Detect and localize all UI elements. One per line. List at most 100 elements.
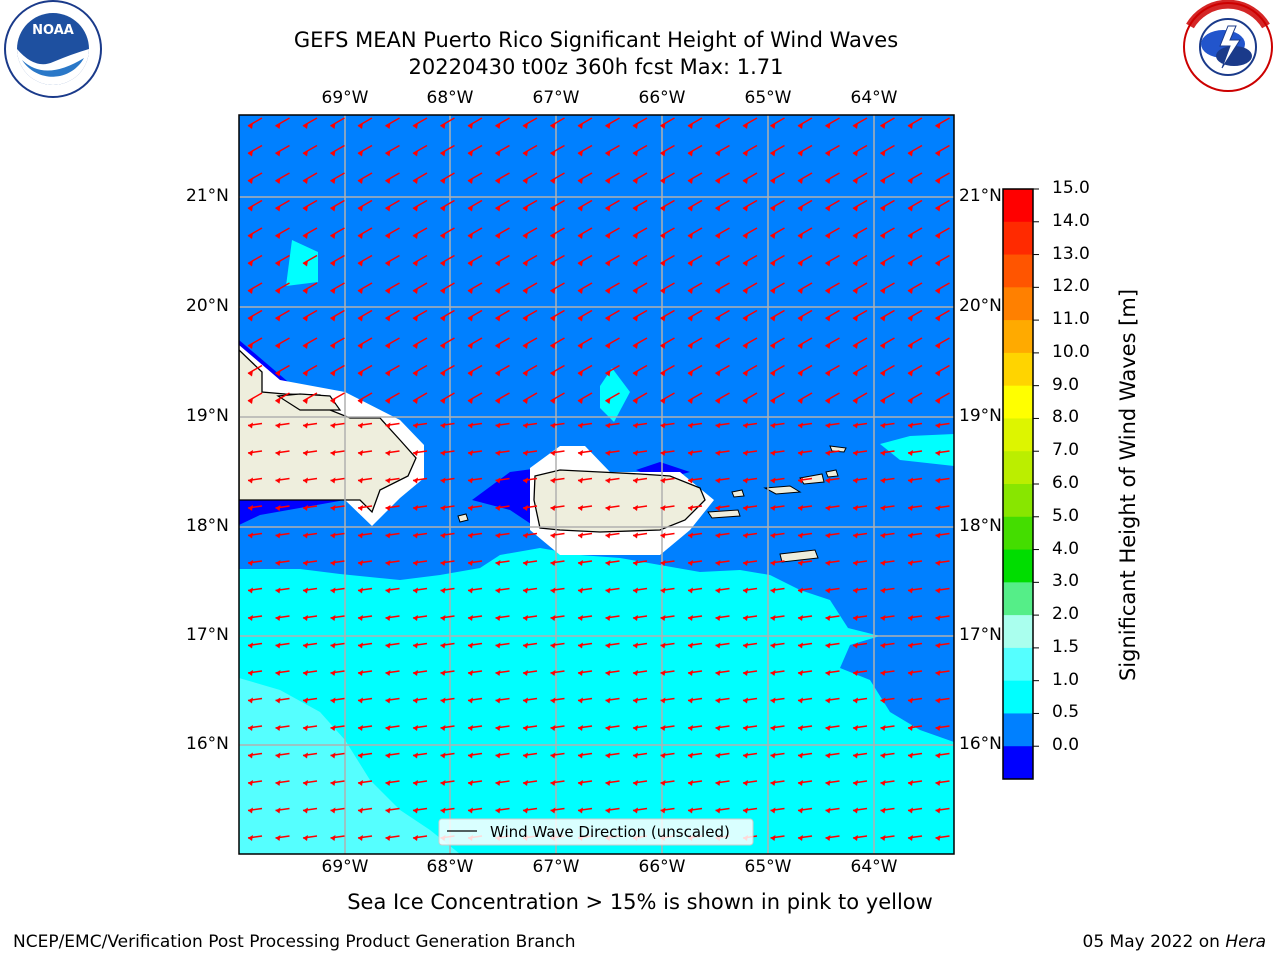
- wind-arrow: [935, 199, 950, 212]
- land-tortuga: [276, 393, 342, 411]
- wind-arrow: [935, 807, 950, 814]
- wind-arrow: [275, 172, 290, 184]
- wind-arrow: [550, 450, 565, 456]
- wind-arrow: [687, 560, 703, 566]
- lon-label-top: 65°W: [744, 88, 792, 108]
- wind-arrow: [715, 587, 730, 594]
- wind-arrow: [770, 172, 785, 184]
- lat-label-left: 16°N: [186, 734, 229, 754]
- wind-arrow: [770, 560, 785, 566]
- wind-arrow: [440, 144, 455, 157]
- wind-arrow: [880, 117, 895, 129]
- wave-patch-east: [880, 434, 954, 466]
- lat-label-right: 20°N: [959, 296, 1002, 316]
- colorbar-tick-label: 15.0: [1052, 178, 1090, 198]
- wind-arrow: [467, 144, 483, 157]
- wind-arrow: [935, 835, 950, 841]
- footer-note: Sea Ice Concentration > 15% is shown in …: [347, 890, 933, 914]
- wind-arrow: [440, 725, 455, 731]
- wind-arrow: [247, 282, 263, 294]
- wind-arrow: [330, 807, 345, 814]
- wind-arrow: [935, 422, 950, 429]
- wind-arrow: [907, 780, 923, 786]
- wind-arrow: [687, 615, 703, 621]
- wind-arrow: [605, 532, 620, 539]
- wind-arrow: [275, 144, 290, 157]
- wind-arrow: [907, 450, 923, 456]
- wind-arrow: [467, 422, 483, 429]
- wind-arrow: [275, 199, 290, 212]
- wind-arrow: [495, 615, 510, 621]
- wind-arrow: [412, 282, 428, 294]
- wind-arrow: [660, 199, 675, 212]
- wind-arrow: [715, 642, 730, 649]
- wind-arrow: [522, 587, 538, 594]
- wind-arrow: [825, 337, 840, 349]
- wind-arrow: [935, 477, 950, 484]
- wind-arrow: [632, 392, 648, 404]
- wind-arrow: [715, 199, 730, 212]
- wind-arrow: [907, 364, 923, 377]
- wind-arrow: [495, 309, 510, 322]
- wind-arrow: [330, 117, 345, 129]
- wind-arrow: [687, 172, 703, 184]
- wind-arrow: [302, 172, 318, 184]
- wind-arrow: [660, 254, 675, 267]
- wind-arrow: [687, 780, 703, 786]
- wind-arrow: [797, 199, 813, 212]
- wind-arrow: [412, 199, 428, 212]
- wind-arrow: [935, 450, 950, 456]
- wind-arrow: [550, 227, 565, 239]
- wind-arrow: [935, 615, 950, 621]
- wind-arrow: [797, 697, 813, 704]
- wind-arrow: [770, 337, 785, 349]
- wind-arrow: [385, 587, 400, 594]
- wind-arrow: [825, 807, 840, 814]
- wind-arrow: [440, 615, 455, 621]
- wind-arrow: [880, 309, 895, 322]
- wind-arrow: [797, 172, 813, 184]
- wind-arrow: [825, 144, 840, 157]
- wind-arrow: [770, 450, 785, 456]
- wind-arrow: [495, 587, 510, 594]
- wind-arrow: [935, 337, 950, 349]
- wind-arrow: [522, 477, 538, 484]
- wind-arrow: [302, 697, 318, 704]
- wind-arrow: [880, 364, 895, 377]
- wind-arrow: [907, 697, 923, 704]
- wind-arrow: [275, 392, 290, 404]
- map-subtitle: 20220430 t00z 360h fcst Max: 1.71: [408, 55, 784, 79]
- wind-arrow: [660, 144, 675, 157]
- wind-arrow: [632, 117, 648, 129]
- wind-arrow: [412, 392, 428, 404]
- wind-arrow: [715, 450, 730, 456]
- wind-arrow: [880, 752, 895, 759]
- wind-arrow: [797, 532, 813, 539]
- wind-arrow: [247, 254, 263, 267]
- wind-arrow: [550, 725, 565, 731]
- wind-arrow: [385, 337, 400, 349]
- wind-arrow: [577, 725, 593, 731]
- wind-arrow: [330, 392, 345, 404]
- wind-arrow: [467, 587, 483, 594]
- wind-arrow: [632, 227, 648, 239]
- wind-arrow: [715, 392, 730, 404]
- lon-label-top: 67°W: [532, 88, 580, 108]
- wind-arrow: [302, 752, 318, 759]
- wind-arrow: [605, 670, 620, 676]
- colorbar-swatch: [1003, 352, 1033, 387]
- wind-arrow: [852, 282, 868, 294]
- wind-arrow: [467, 752, 483, 759]
- wind-arrow: [770, 752, 785, 759]
- wind-arrow: [247, 477, 263, 484]
- wind-arrow: [715, 282, 730, 294]
- footer-date: 05 May 2022 on Hera: [1083, 932, 1267, 952]
- wind-arrow: [825, 364, 840, 377]
- wind-arrow: [275, 725, 290, 731]
- wind-arrow: [275, 282, 290, 294]
- wind-arrow: [357, 670, 373, 676]
- wind-arrow: [577, 117, 593, 129]
- wind-arrow: [385, 780, 400, 786]
- wind-arrow: [577, 780, 593, 786]
- wind-arrow: [660, 725, 675, 731]
